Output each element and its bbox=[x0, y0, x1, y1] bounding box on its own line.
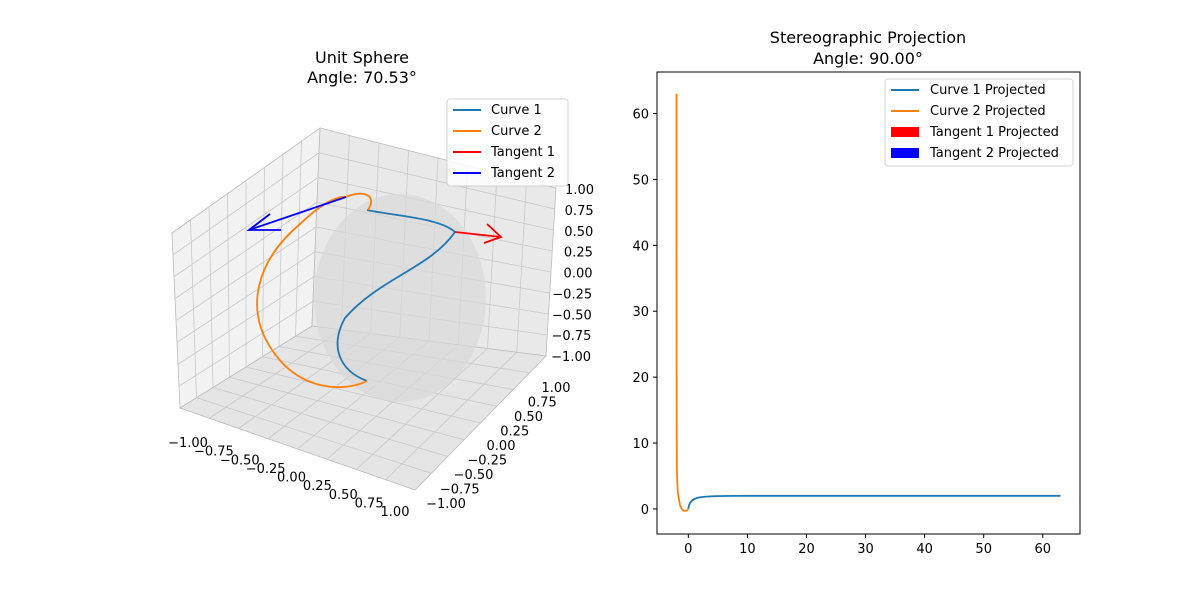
legend-item-curve-2-projected: Curve 2 Projected bbox=[891, 104, 1046, 119]
legend-label-curve-2-projected: Curve 2 Projected bbox=[930, 104, 1046, 119]
sphere-title: Unit Sphere bbox=[315, 48, 409, 67]
sphere-plot: Unit Sphere Angle: 70.53° −1.00−0.75−0.5… bbox=[168, 48, 594, 520]
z-tick-label: 0.00 bbox=[564, 267, 593, 282]
legend-item-curve-1: Curve 1 bbox=[453, 103, 542, 118]
z-tick-labels-3d: −1.00 −0.75 −0.50 −0.25 0.00 0.25 0.50 0.75 1.00 bbox=[551, 183, 594, 365]
y-tick-label: 1.00 bbox=[542, 381, 571, 396]
x-tick-label: 20 bbox=[798, 542, 815, 557]
legend-item-tangent-2: Tangent 2 bbox=[453, 166, 555, 181]
tangent-2-arrow bbox=[246, 196, 347, 231]
x-tick-label: 0.75 bbox=[355, 496, 384, 511]
x-axis-ticks: 0 10 20 30 40 50 60 bbox=[684, 534, 1051, 557]
x-tick-label: 30 bbox=[857, 542, 874, 557]
z-tick-label: 0.25 bbox=[564, 246, 593, 261]
legend-item-tangent-1: Tangent 1 bbox=[453, 145, 555, 160]
sphere-subtitle: Angle: 70.53° bbox=[307, 68, 417, 87]
y-tick-label: −0.75 bbox=[440, 483, 480, 498]
z-tick-label: 0.75 bbox=[565, 204, 594, 219]
legend-label-tangent-1-projected: Tangent 1 Projected bbox=[929, 125, 1059, 140]
projection-subtitle: Angle: 90.00° bbox=[813, 49, 923, 68]
legend-label-tangent-1: Tangent 1 bbox=[490, 145, 555, 160]
z-tick-label: −1.00 bbox=[551, 350, 591, 365]
legend-item-tangent-1-projected: Tangent 1 Projected bbox=[891, 125, 1059, 140]
y-tick-label: 0.25 bbox=[500, 425, 529, 440]
legend-label-curve-1: Curve 1 bbox=[491, 103, 542, 118]
y-tick-label: 50 bbox=[632, 173, 649, 188]
unit-sphere-surface bbox=[314, 194, 486, 402]
legend-label-curve-1-projected: Curve 1 Projected bbox=[930, 83, 1046, 98]
y-tick-label: −1.00 bbox=[426, 497, 466, 512]
y-tick-label: 30 bbox=[632, 305, 649, 320]
y-axis-ticks: 0 10 20 30 40 50 60 bbox=[632, 108, 657, 518]
legend-item-curve-2: Curve 2 bbox=[453, 124, 542, 139]
legend-label-curve-2: Curve 2 bbox=[491, 124, 542, 139]
y-tick-label: −0.25 bbox=[467, 454, 507, 469]
projection-plot: Stereographic Projection Angle: 90.00° 0… bbox=[632, 28, 1081, 557]
y-tick-label: −0.50 bbox=[454, 468, 494, 483]
x-tick-label: 0.25 bbox=[303, 479, 332, 494]
legend-item-tangent-2-projected: Tangent 2 Projected bbox=[891, 146, 1059, 161]
projected-curves bbox=[675, 93, 1061, 512]
sphere-legend: Curve 1 Curve 2 Tangent 1 Tangent 2 bbox=[446, 98, 569, 187]
y-tick-label: 20 bbox=[632, 371, 649, 386]
x-tick-label: 0.00 bbox=[277, 471, 306, 486]
y-tick-label: 0.75 bbox=[528, 396, 557, 411]
x-tick-label: 0.50 bbox=[329, 488, 358, 503]
x-tick-label: 10 bbox=[739, 542, 756, 557]
tangent-1-arrow bbox=[454, 223, 503, 244]
series-1-projected-line bbox=[687, 494, 1061, 510]
legend-label-tangent-2: Tangent 2 bbox=[490, 166, 555, 181]
y-tick-labels-3d: −1.00−0.75−0.50−0.250.000.250.500.751.00 bbox=[426, 381, 570, 512]
y-tick-label: 0.00 bbox=[487, 439, 516, 454]
x-tick-label: −0.50 bbox=[220, 453, 260, 468]
z-tick-label: −0.75 bbox=[552, 329, 592, 344]
y-tick-label: 40 bbox=[632, 239, 649, 254]
x-tick-label: 40 bbox=[916, 542, 933, 557]
series-2-projected-line bbox=[675, 93, 689, 512]
y-tick-label: 10 bbox=[632, 437, 649, 452]
x-tick-labels-3d: −1.00−0.75−0.50−0.250.000.250.500.751.00 bbox=[168, 436, 409, 520]
x-tick-label: 50 bbox=[975, 542, 992, 557]
x-tick-label: 0 bbox=[684, 542, 692, 557]
y-tick-label: 0.50 bbox=[514, 410, 543, 425]
x-tick-label: 1.00 bbox=[381, 505, 410, 520]
x-tick-label: −0.25 bbox=[246, 462, 286, 477]
legend-label-tangent-2-projected: Tangent 2 Projected bbox=[929, 146, 1059, 161]
x-tick-label: −0.75 bbox=[194, 445, 234, 460]
projection-title: Stereographic Projection bbox=[770, 28, 966, 47]
y-tick-label: 0 bbox=[641, 503, 649, 518]
z-tick-label: −0.50 bbox=[552, 308, 592, 323]
y-tick-label: 60 bbox=[632, 108, 649, 123]
x-tick-label: 60 bbox=[1035, 542, 1052, 557]
curve-2-line bbox=[256, 192, 372, 389]
z-tick-label: 0.50 bbox=[564, 225, 593, 240]
legend-item-curve-1-projected: Curve 1 Projected bbox=[891, 83, 1046, 98]
x-tick-label: −1.00 bbox=[168, 436, 208, 451]
projection-legend: Curve 1 Projected Curve 2 Projected Tang… bbox=[884, 78, 1074, 167]
curve-1-line bbox=[336, 209, 457, 382]
z-tick-label: −0.25 bbox=[552, 287, 592, 302]
z-tick-label: 1.00 bbox=[565, 183, 594, 198]
